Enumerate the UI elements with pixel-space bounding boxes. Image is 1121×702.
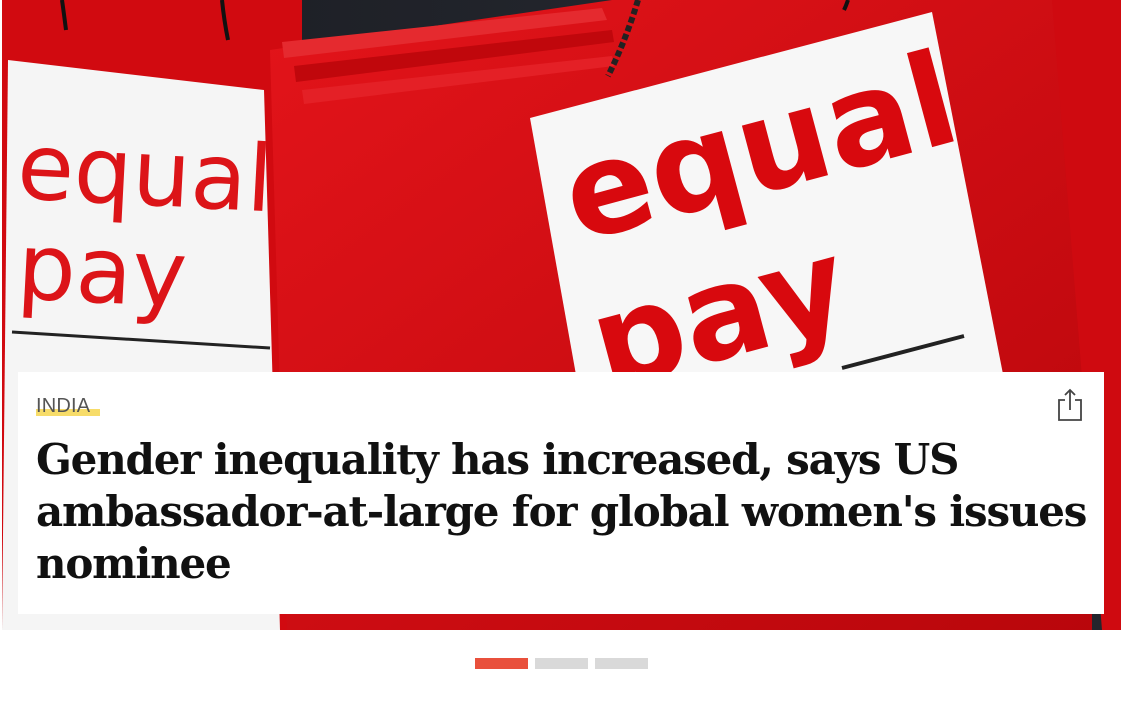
article-card[interactable]: INDIA Gender inequality has increased, s… <box>18 372 1104 614</box>
headline-link[interactable]: Gender inequality has increased, says US… <box>36 435 1087 588</box>
sign-left-line1: equal <box>15 113 276 233</box>
carousel-pagination <box>475 658 648 669</box>
pagination-dot-2[interactable] <box>535 658 588 669</box>
sign-left-line2: pay <box>15 213 190 329</box>
category-tag[interactable]: INDIA <box>36 395 101 417</box>
pagination-dot-3[interactable] <box>595 658 648 669</box>
pagination-dot-1[interactable] <box>475 658 528 669</box>
share-icon[interactable] <box>1056 388 1084 422</box>
